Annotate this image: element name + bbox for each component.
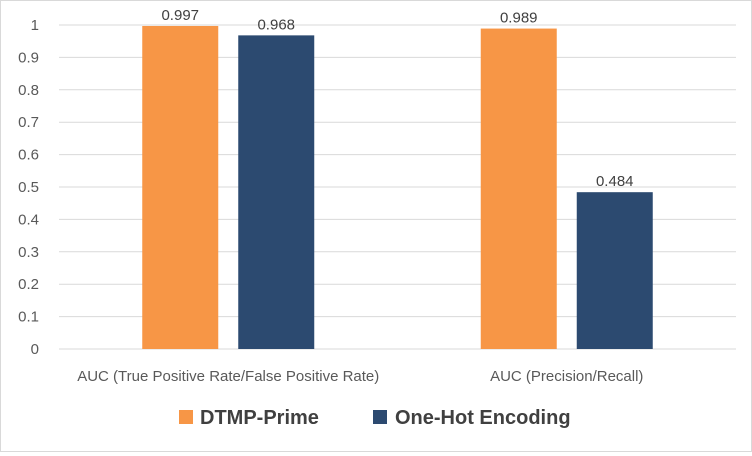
x-category-label: AUC (Precision/Recall) [490,368,643,385]
y-tick-label: 0.5 [18,179,39,196]
y-tick-label: 0.4 [18,211,39,228]
data-label: 0.997 [161,7,199,24]
y-tick-label: 0.6 [18,147,39,164]
bar-one-hot-encoding-1 [576,192,653,349]
legend-label: One-Hot Encoding [395,407,571,429]
y-tick-label: 0.9 [18,49,39,66]
y-tick-label: 0.2 [18,276,39,293]
x-axis-category-labels: AUC (True Positive Rate/False Positive R… [77,368,643,385]
data-labels: 0.997 0.968 0.989 0.484 [161,7,633,190]
y-tick-label: 0 [31,341,39,358]
y-tick-label: 0.8 [18,82,39,99]
legend: DTMP-Prime One-Hot Encoding [179,407,571,429]
data-label: 0.968 [257,16,295,33]
y-tick-label: 0.3 [18,244,39,261]
legend-label: DTMP-Prime [200,407,319,429]
y-tick-label: 0.1 [18,309,39,326]
bar-one-hot-encoding-0 [238,35,315,349]
legend-swatch [179,410,193,424]
data-label: 0.484 [596,173,634,190]
y-tick-label: 0.7 [18,114,39,131]
y-tick-label: 1 [31,17,39,34]
y-axis-tick-labels: 0 0.1 0.2 0.3 0.4 0.5 0.6 0.7 0.8 0.9 1 [18,17,39,358]
bar-dtmp-prime-1 [480,28,557,350]
bar-dtmp-prime-0 [142,25,219,350]
x-category-label: AUC (True Positive Rate/False Positive R… [77,368,379,385]
bars [142,25,653,350]
legend-swatch [373,410,387,424]
data-label: 0.989 [500,10,538,27]
